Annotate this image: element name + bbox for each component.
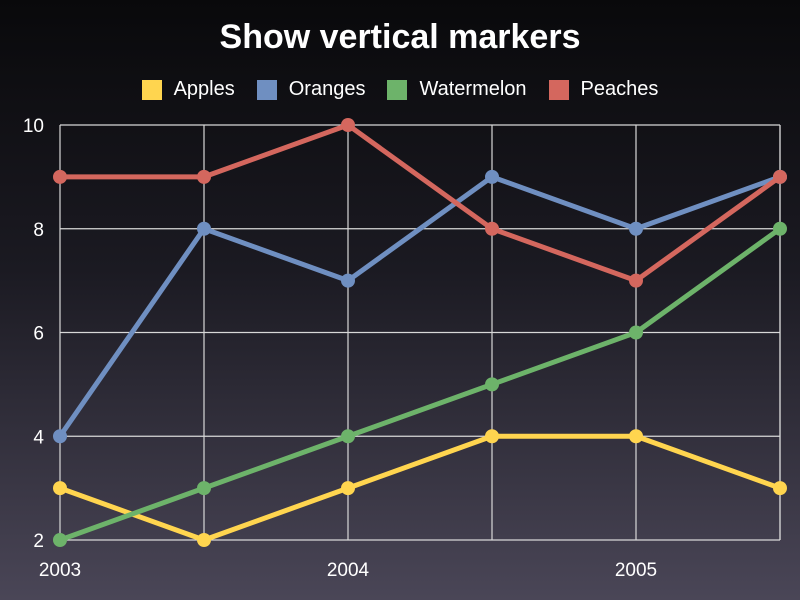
data-point-watermelon (53, 533, 67, 547)
x-tick-label: 2004 (327, 560, 370, 581)
data-point-watermelon (629, 325, 643, 340)
legend-item-apples[interactable]: Apples (141, 78, 235, 101)
series-line-oranges (57, 174, 783, 439)
y-tick-label: 6 (33, 324, 44, 345)
data-point-peaches (773, 169, 787, 184)
data-point-apples (485, 429, 499, 444)
legend-label: Apples (173, 78, 235, 100)
legend-item-peaches[interactable]: Peaches (548, 78, 659, 101)
data-point-apples (341, 481, 355, 496)
x-tick-label: 2003 (39, 560, 81, 581)
data-point-peaches (629, 273, 643, 288)
series-line-watermelon (57, 226, 783, 543)
y-tick-label: 10 (23, 116, 44, 137)
y-tick-label: 2 (33, 531, 44, 552)
data-point-peaches (53, 169, 67, 184)
series-line-apples (57, 433, 783, 543)
data-point-watermelon (773, 221, 787, 236)
data-point-oranges (485, 169, 499, 184)
data-point-apples (773, 481, 787, 496)
legend-swatch (548, 79, 569, 100)
legend: Apples Oranges Watermelon Peaches (0, 78, 800, 101)
data-point-oranges (53, 429, 67, 444)
data-point-apples (197, 533, 211, 547)
data-point-oranges (197, 221, 211, 236)
legend-swatch (387, 79, 408, 100)
data-point-peaches (485, 221, 499, 236)
data-point-apples (629, 429, 643, 444)
legend-label: Peaches (580, 78, 659, 100)
data-point-oranges (629, 221, 643, 236)
x-tick-label: 2005 (615, 560, 657, 581)
legend-swatch (141, 79, 162, 100)
data-point-peaches (341, 118, 355, 132)
data-point-watermelon (341, 429, 355, 444)
legend-label: Watermelon (419, 78, 527, 100)
legend-item-watermelon[interactable]: Watermelon (387, 78, 527, 101)
chart-title: Show vertical markers (219, 18, 581, 56)
data-point-peaches (197, 169, 211, 184)
series-line-peaches (57, 122, 783, 284)
data-point-watermelon (197, 481, 211, 496)
data-point-oranges (341, 273, 355, 288)
legend-swatch (256, 79, 277, 100)
data-point-apples (53, 481, 67, 496)
legend-label: Oranges (288, 78, 366, 100)
y-tick-label: 4 (33, 427, 44, 448)
legend-item-oranges[interactable]: Oranges (256, 78, 366, 101)
y-tick-label: 8 (33, 220, 44, 241)
data-point-watermelon (485, 377, 499, 392)
